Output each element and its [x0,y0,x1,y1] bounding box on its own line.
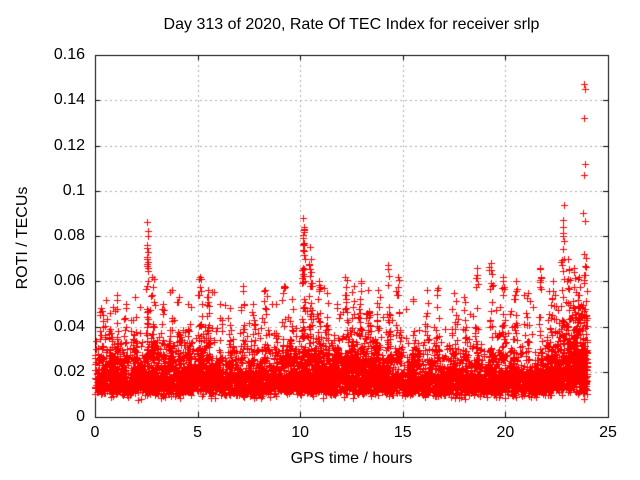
x-axis-label: GPS time / hours [290,450,413,467]
y-tick-label: 0.02 [53,362,85,380]
x-tick-label: 10 [291,424,310,441]
x-tick-label: 15 [393,424,412,441]
y-tick-label: 0.1 [62,181,85,199]
x-tick-label: 20 [496,424,515,441]
y-tick-label: 0 [76,408,85,425]
y-tick-label: 0.12 [53,136,85,154]
y-tick-label: 0.06 [53,272,85,290]
y-tick-label: 0.14 [53,91,85,109]
x-tick-label: 0 [90,424,100,441]
y-tick-label: 0.08 [53,227,85,244]
y-tick-label: 0.16 [53,46,85,63]
x-tick-label: 25 [599,424,617,441]
y-tick-label: 0.04 [53,317,85,335]
x-tick-label: 5 [193,424,203,441]
chart-title: Day 313 of 2020, Rate Of TEC Index for r… [163,16,540,33]
